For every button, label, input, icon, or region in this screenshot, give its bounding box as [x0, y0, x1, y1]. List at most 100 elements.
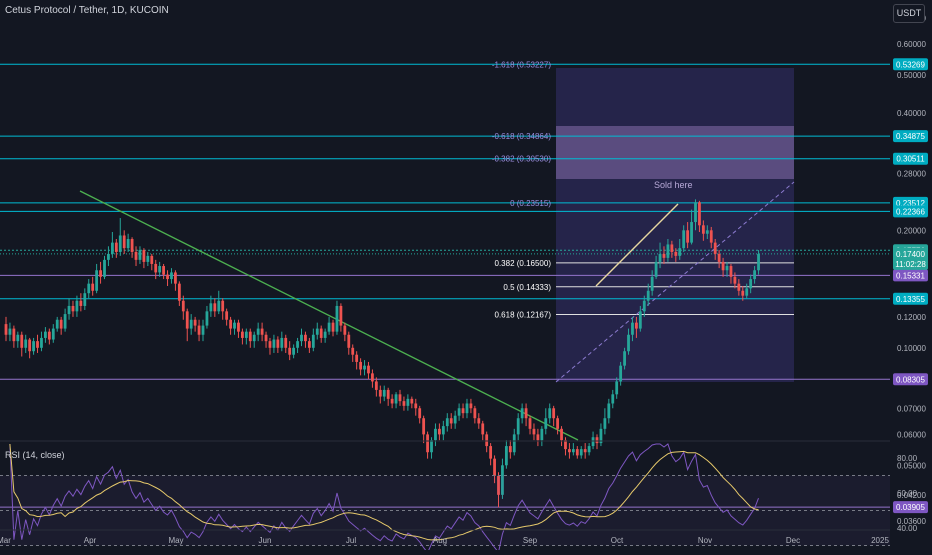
candle — [646, 283, 650, 306]
candle — [288, 341, 292, 361]
candle-body — [359, 361, 362, 370]
x-tick-label: Jul — [346, 536, 356, 545]
candle — [268, 337, 272, 355]
price-badge-text: 0.23512 — [896, 199, 925, 208]
y-tick-label: 0.03600 — [897, 517, 926, 526]
candle — [8, 322, 12, 342]
candle — [394, 392, 398, 409]
fib-diagonal-line — [555, 181, 795, 383]
candle-body — [20, 334, 24, 348]
candle-body — [757, 253, 760, 271]
candle-body — [410, 398, 414, 404]
candle — [47, 328, 51, 345]
candle-body — [615, 381, 619, 395]
candle-body — [36, 341, 39, 348]
candle — [504, 440, 508, 469]
x-tick-label: Dec — [786, 536, 800, 545]
candle-body — [473, 408, 477, 419]
candle-body — [635, 322, 638, 329]
candle — [193, 316, 197, 332]
y-tick-label: 0.12000 — [897, 313, 926, 322]
candle-body — [268, 341, 272, 348]
candle — [489, 443, 493, 466]
candle-body — [386, 389, 390, 399]
candle-body — [315, 328, 319, 335]
candle-body — [406, 398, 410, 406]
candle-body — [209, 303, 213, 312]
candle — [418, 405, 422, 424]
candle — [107, 246, 110, 267]
candle-body — [631, 322, 634, 335]
candle-body — [343, 325, 347, 335]
candle — [63, 308, 67, 332]
candle — [390, 394, 394, 409]
candle-body — [658, 253, 662, 262]
candle — [575, 446, 579, 459]
candle-body — [170, 272, 173, 280]
candle-body — [256, 328, 260, 335]
candle-body — [678, 248, 682, 256]
candle-body — [91, 283, 95, 291]
fib-label: -1.618 (0.53227) — [492, 60, 551, 69]
candle — [682, 225, 686, 252]
candle-body — [75, 300, 79, 312]
candle-body — [733, 276, 737, 284]
candle — [248, 328, 252, 348]
candle — [114, 239, 118, 258]
candle-body — [292, 347, 296, 355]
candle — [414, 398, 418, 416]
candle-body — [709, 230, 713, 243]
candle — [382, 385, 386, 402]
candle-body — [501, 465, 504, 495]
candle-body — [583, 449, 587, 453]
y-tick-label: 0.40000 — [897, 109, 926, 118]
candle — [40, 331, 43, 352]
candle — [217, 290, 221, 315]
currency-selector[interactable]: USDT — [893, 4, 925, 23]
candle-body — [737, 283, 741, 291]
candle-body — [107, 253, 110, 260]
candle — [205, 305, 209, 329]
candle — [225, 308, 229, 326]
candle — [678, 239, 682, 260]
candle — [367, 361, 370, 380]
candle — [280, 331, 284, 352]
candle — [485, 431, 489, 453]
candle — [611, 389, 615, 409]
y-tick-label: 0.10000 — [897, 344, 926, 353]
candle-body — [55, 319, 59, 329]
candle — [571, 443, 575, 456]
candle — [44, 327, 47, 343]
candle — [162, 263, 165, 280]
candle-body — [449, 418, 453, 424]
candle-body — [146, 255, 150, 262]
candle — [654, 255, 658, 280]
price-badge-text: 0.22366 — [896, 207, 925, 216]
candle — [300, 328, 303, 347]
x-tick-label: Aug — [433, 536, 447, 545]
candle — [177, 281, 181, 306]
chart-title: Cetus Protocol / Tether, 1D, KUCOIN — [5, 5, 169, 16]
price-badge: 0.30511 — [893, 152, 928, 165]
candle — [516, 413, 520, 441]
candle-body — [40, 337, 43, 348]
price-badge-text: 0.34875 — [896, 132, 925, 141]
price-badge: 0.08305 — [893, 373, 928, 386]
candle-body — [745, 288, 749, 296]
candle — [583, 443, 587, 459]
x-tick-label: Nov — [698, 536, 712, 545]
candle — [623, 347, 626, 370]
candle — [323, 328, 327, 343]
candle — [694, 199, 697, 231]
candle-body — [374, 381, 378, 390]
candle-body — [686, 230, 690, 243]
candle — [690, 209, 693, 245]
candle-body — [587, 446, 591, 453]
price-badge-bg — [893, 292, 928, 305]
candle-body — [154, 263, 158, 273]
candle-body — [591, 437, 595, 447]
candle — [55, 316, 59, 332]
candle — [457, 403, 461, 421]
